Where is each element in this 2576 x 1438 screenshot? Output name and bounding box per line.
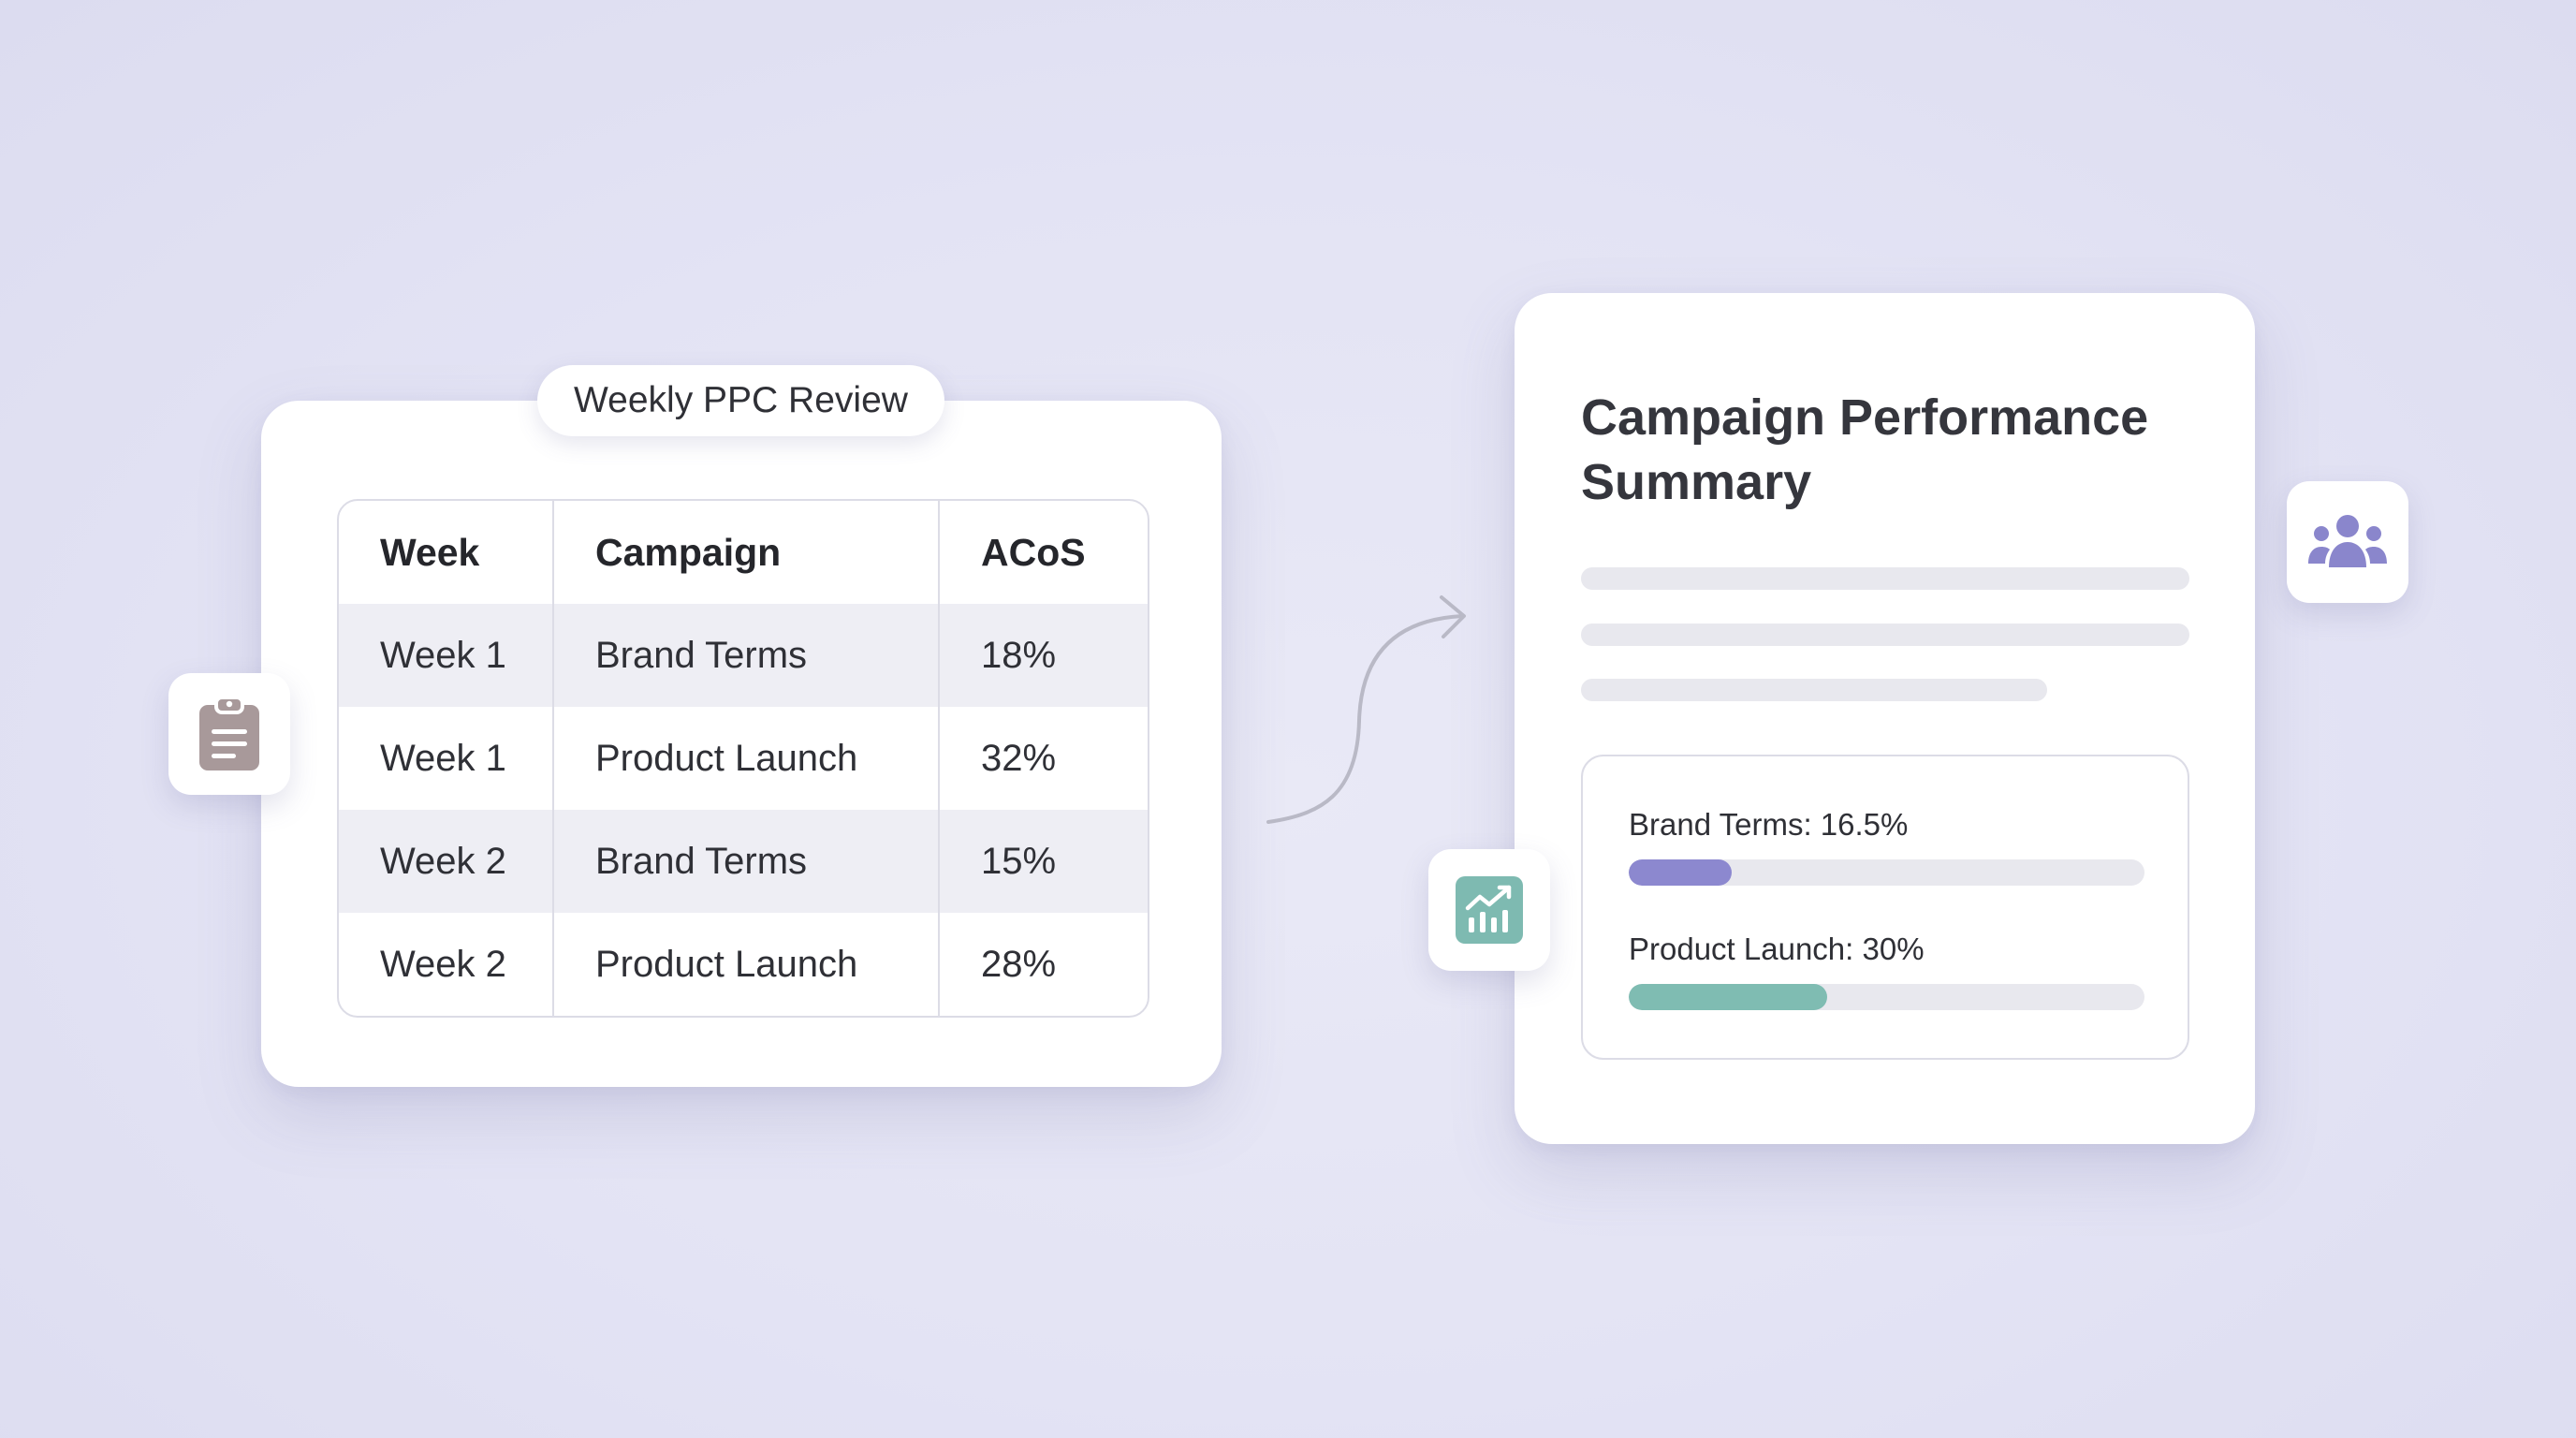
progress-track-brand-terms [1629,859,2144,886]
table-row: Week 2 Brand Terms 15% [339,810,1148,913]
column-header-acos: ACoS [938,501,1148,604]
cell-week: Week 1 [380,634,506,676]
users-tile [2287,481,2408,603]
progress-fill-brand-terms [1629,859,1733,886]
clipboard-icon [199,696,259,770]
table-row: Week 1 Brand Terms 18% [339,604,1148,707]
cell-acos: 32% [938,707,1148,810]
cell-acos: 28% [938,913,1148,1016]
table-row: Week 2 Product Launch 28% [339,913,1148,1016]
cell-campaign: Brand Terms [552,604,938,707]
metric-label-product-launch: Product Launch: 30% [1629,932,1925,966]
placeholder-line [1581,567,2189,590]
metric-label-brand-terms: Brand Terms: 16.5% [1629,807,1909,842]
placeholder-line [1581,679,2047,701]
cell-campaign: Brand Terms [552,810,938,913]
progress-fill-product-launch [1629,984,1828,1010]
column-header-week: Week [380,530,480,574]
table-header-row: Week Campaign ACoS [339,501,1148,604]
weekly-review-pill-label: Weekly PPC Review [574,380,908,420]
weekly-review-card [261,401,1222,1087]
chart-tile [1428,849,1550,971]
progress-track-product-launch [1629,984,2144,1010]
cell-campaign: Product Launch [552,707,938,810]
flow-arrow-connector [1266,595,1466,824]
clipboard-tile [168,673,290,795]
cell-acos: 18% [938,604,1148,707]
users-icon [2308,515,2387,567]
chart-icon [1456,876,1523,944]
cell-week: Week 1 [380,737,506,779]
table-row: Week 1 Product Launch 32% [339,707,1148,810]
metrics-box: Brand Terms: 16.5% Product Launch: 30% [1581,755,2189,1060]
ppc-table: Week Campaign ACoS Week 1 Brand Terms 18… [337,499,1149,1018]
cell-acos: 15% [938,810,1148,913]
weekly-review-pill: Weekly PPC Review [537,365,944,436]
cell-week: Week 2 [380,943,506,985]
cell-week: Week 2 [380,840,506,882]
placeholder-line [1581,624,2189,646]
column-header-campaign: Campaign [552,501,938,604]
cell-campaign: Product Launch [552,913,938,1016]
summary-title: Campaign Performance Summary [1581,389,2149,510]
